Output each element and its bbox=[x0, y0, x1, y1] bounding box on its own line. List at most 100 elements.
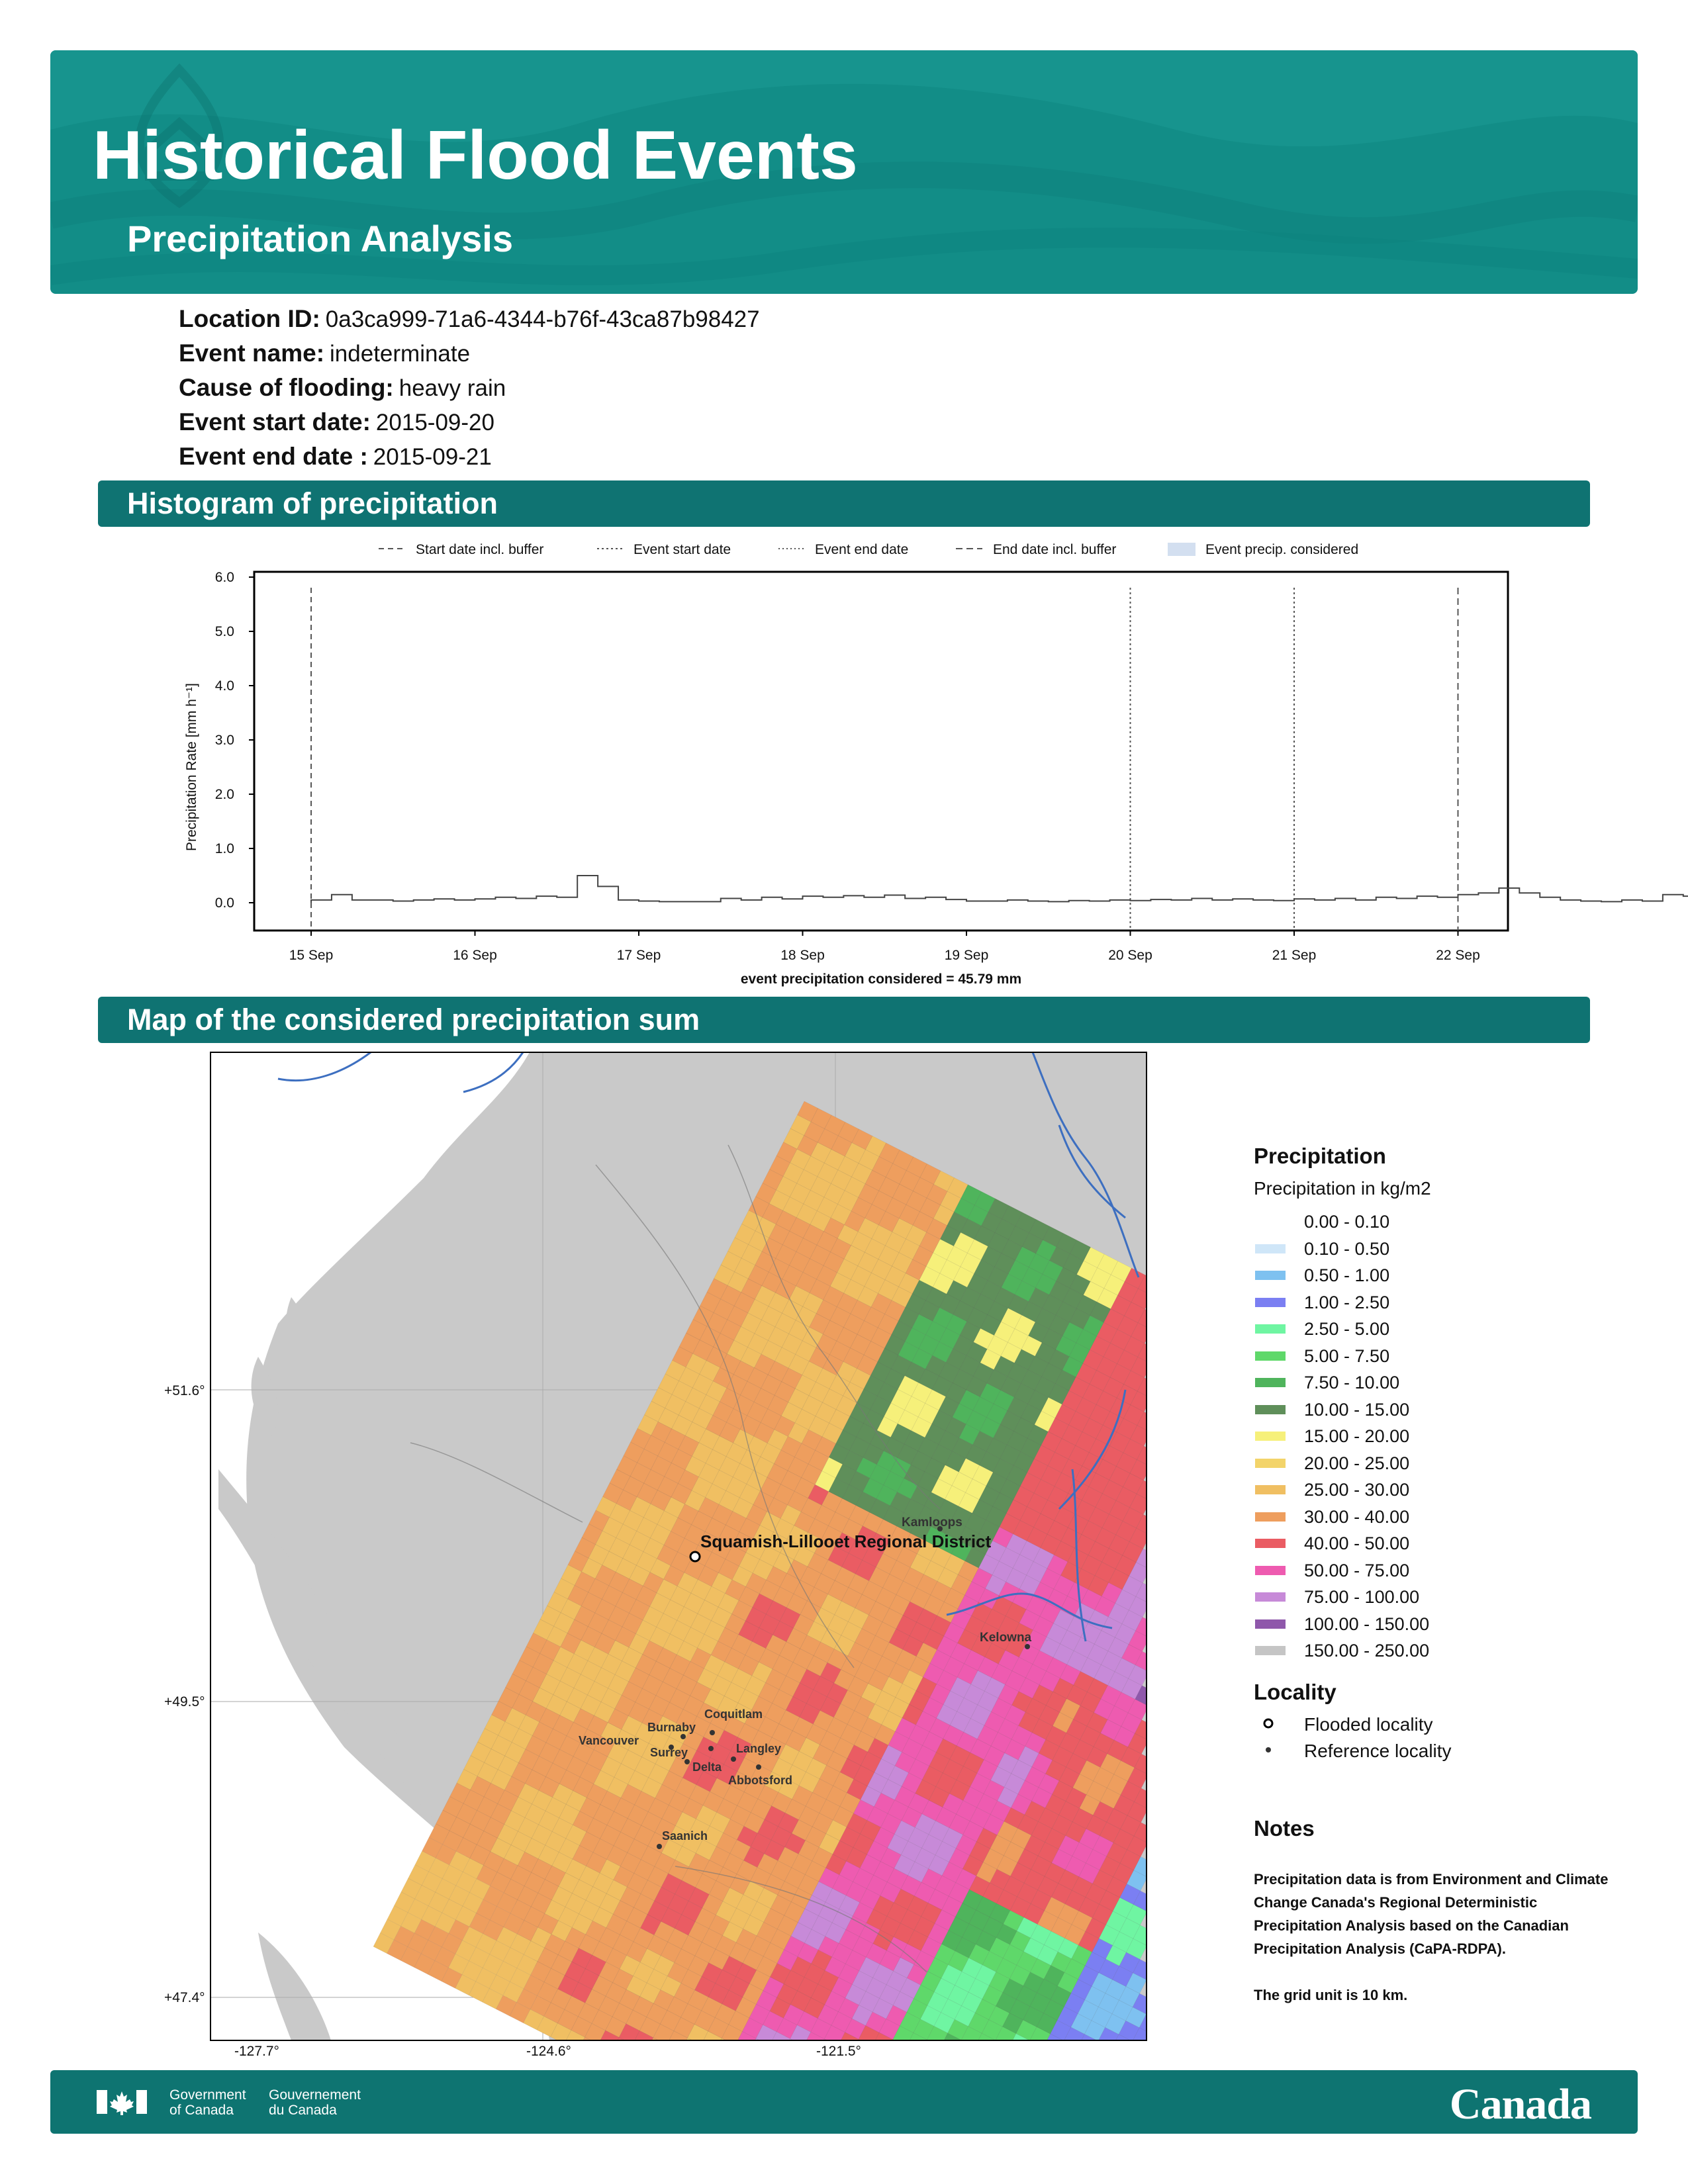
legend-swatch bbox=[1255, 1217, 1286, 1226]
x-tick-label: 18 Sep bbox=[780, 948, 825, 963]
legend-class-label: 0.00 - 0.10 bbox=[1304, 1212, 1390, 1232]
y-tick-label: 3.0 bbox=[215, 733, 234, 748]
grid-cell bbox=[1134, 1719, 1147, 1740]
legend-class-label: 10.00 - 15.00 bbox=[1304, 1399, 1410, 1420]
legend-swatch bbox=[1255, 1485, 1286, 1494]
notes-text: Precipitation data is from Environment a… bbox=[1254, 1871, 1609, 1957]
header-banner: Historical Flood Events Precipitation An… bbox=[50, 50, 1638, 294]
precipitation-histogram: Start date incl. buffer Event start date… bbox=[184, 542, 1688, 987]
y-axis: 0.0 1.0 2.0 3.0 4.0 5.0 6.0 bbox=[215, 570, 254, 911]
reference-locality-legend: Reference locality bbox=[1254, 1738, 1452, 1764]
grid-cell bbox=[618, 2023, 640, 2040]
grid-cell bbox=[1137, 1377, 1147, 1396]
place-label: Surrey bbox=[650, 1746, 688, 1759]
legend-class: 20.00 - 25.00 bbox=[1254, 1450, 1624, 1477]
grid-cell bbox=[772, 2031, 791, 2040]
legend-class-label: 30.00 - 40.00 bbox=[1304, 1506, 1410, 1527]
map-section-header: Map of the considered precipitation sum bbox=[98, 997, 1590, 1043]
legend-class: 1.00 - 2.50 bbox=[1254, 1289, 1624, 1316]
place-label: Abbotsford bbox=[728, 1774, 792, 1787]
legend-subtitle: Precipitation in kg/m2 bbox=[1254, 1178, 1431, 1199]
house-logo-icon bbox=[134, 63, 224, 208]
histogram-section-header: Histogram of precipitation bbox=[98, 480, 1590, 527]
flooded-locality-marker bbox=[689, 1551, 701, 1563]
legend-class-label: 50.00 - 75.00 bbox=[1304, 1560, 1410, 1580]
legend-class: 0.10 - 0.50 bbox=[1254, 1236, 1624, 1263]
grid-cell bbox=[1135, 1685, 1147, 1706]
legend-class-label: 75.00 - 100.00 bbox=[1304, 1587, 1420, 1607]
legend-class-label: 20.00 - 25.00 bbox=[1304, 1453, 1410, 1473]
legend-class-label: 7.50 - 10.00 bbox=[1304, 1373, 1400, 1392]
grid-cell bbox=[720, 2038, 727, 2040]
grid-cell bbox=[585, 2023, 606, 2040]
localities: Squamish-Lillooet Regional District Kaml… bbox=[579, 1516, 1032, 1849]
grid-cell bbox=[1081, 2034, 1098, 2040]
grid-cell bbox=[617, 2037, 626, 2040]
grid-cell bbox=[943, 2032, 962, 2040]
canada-wordmark: Canada bbox=[1449, 2080, 1592, 2128]
grid-cell bbox=[926, 2039, 929, 2040]
grid-cell bbox=[1064, 2026, 1085, 2040]
legend-swatch bbox=[1255, 1565, 1286, 1575]
legend-swatch bbox=[1255, 1512, 1286, 1522]
legend-swatch bbox=[1255, 1297, 1286, 1307]
legend-swatch bbox=[1255, 1324, 1286, 1334]
legend-class: 5.00 - 7.50 bbox=[1254, 1343, 1624, 1370]
locality-title: Locality bbox=[1254, 1680, 1336, 1704]
grid-cell bbox=[1133, 2027, 1147, 2040]
x-tick-label: 20 Sep bbox=[1108, 948, 1152, 963]
gov-fr: Gouvernement du Canada bbox=[269, 2087, 361, 2118]
locality-legend: Locality Flooded locality Reference loca… bbox=[1254, 1680, 1452, 1764]
lat-label: +47.4° bbox=[164, 1990, 205, 2005]
map-frame bbox=[210, 1052, 1147, 2041]
legend-swatch bbox=[1255, 1432, 1286, 1441]
place-label: Coquitlam bbox=[704, 1707, 763, 1721]
legend-class-label: 100.00 - 150.00 bbox=[1304, 1614, 1430, 1634]
grid-cell bbox=[961, 2026, 982, 2040]
canada-flag-icon bbox=[97, 2090, 147, 2115]
legend-event-precip: Event precip. considered bbox=[1205, 542, 1358, 557]
legend-class-label: 0.10 - 0.50 bbox=[1304, 1238, 1390, 1259]
grid-cell bbox=[892, 2039, 896, 2040]
grid-cell bbox=[1133, 1959, 1147, 1980]
grid-cell bbox=[1137, 1411, 1147, 1431]
legend-class: 50.00 - 75.00 bbox=[1254, 1557, 1624, 1584]
grid-cell bbox=[1139, 2013, 1147, 2032]
grid-cell bbox=[1138, 1275, 1147, 1293]
legend-class-label: 2.50 - 5.00 bbox=[1304, 1319, 1390, 1339]
grid-cell bbox=[927, 2026, 949, 2040]
notes-panel: Notes Precipitation data is from Environ… bbox=[1254, 1816, 1611, 2030]
precipitation-map: +51.6° +49.5° +47.4° -127.7° -124.6° -12… bbox=[164, 1052, 1147, 2059]
info-end-date: Event end date :2015-09-21 bbox=[179, 443, 492, 470]
legend-class: 75.00 - 100.00 bbox=[1254, 1584, 1624, 1611]
grid-cell bbox=[755, 2038, 761, 2040]
wave-decoration bbox=[50, 50, 1638, 285]
place-label: Kelowna bbox=[980, 1631, 1032, 1645]
legend-swatch bbox=[1255, 1378, 1286, 1387]
grid-cell bbox=[995, 2026, 1017, 2040]
x-axis-label: event precipitation considered = 45.79 m… bbox=[741, 972, 1021, 987]
precip-step-line bbox=[310, 875, 1688, 903]
grid-cell bbox=[978, 2032, 996, 2040]
y-tick-label: 0.0 bbox=[215, 895, 234, 911]
legend-class: 2.50 - 5.00 bbox=[1254, 1316, 1624, 1343]
legend-event-precip-swatch bbox=[1168, 543, 1196, 556]
legend-class-label: 0.50 - 1.00 bbox=[1304, 1265, 1390, 1285]
rivers bbox=[277, 1052, 1140, 1642]
info-event-name: Event name: indeterminate bbox=[179, 340, 471, 367]
grid-cell bbox=[1134, 1788, 1147, 1809]
grid-cell bbox=[653, 2023, 675, 2040]
x-tick-label: 15 Sep bbox=[289, 948, 334, 963]
legend-class: 25.00 - 30.00 bbox=[1254, 1477, 1624, 1504]
plot-frame bbox=[253, 570, 1509, 932]
chart-legend: Start date incl. buffer Event start date… bbox=[379, 542, 1358, 557]
lon-label: -124.6° bbox=[526, 2044, 571, 2059]
legend-class: 150.00 - 250.00 bbox=[1254, 1637, 1624, 1664]
legend-class-label: 25.00 - 30.00 bbox=[1304, 1480, 1410, 1500]
y-tick-label: 5.0 bbox=[215, 624, 234, 639]
legend-class: 10.00 - 15.00 bbox=[1254, 1396, 1624, 1424]
grid-cell bbox=[789, 2038, 794, 2040]
grid-cell bbox=[737, 2031, 757, 2040]
legend-event-start: Event start date bbox=[633, 542, 731, 557]
y-tick-label: 1.0 bbox=[215, 841, 234, 856]
